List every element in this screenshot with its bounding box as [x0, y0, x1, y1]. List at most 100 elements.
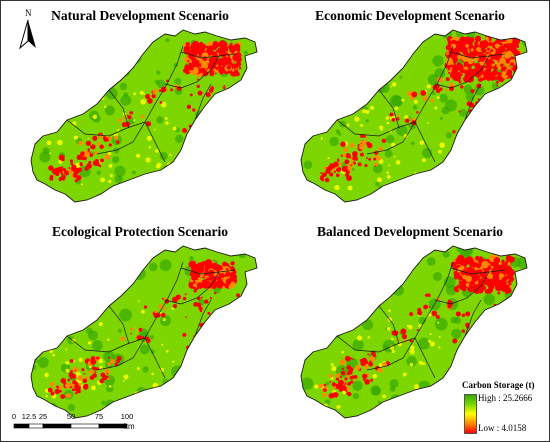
low-carbon-patch	[369, 105, 374, 110]
district-boundary	[66, 335, 146, 353]
scale-unit: km	[124, 422, 135, 431]
urban-cell	[204, 345, 209, 350]
panel-title: Economic Development Scenario	[315, 8, 505, 23]
low-carbon-patch	[172, 126, 177, 131]
urban-cell	[71, 388, 75, 392]
low-carbon-patch	[137, 180, 143, 187]
low-carbon-patch	[391, 82, 397, 87]
legend-low-label: Low : 4.0158	[478, 423, 527, 433]
urban-cell	[338, 379, 344, 386]
low-carbon-patch	[161, 343, 164, 346]
urban-cell	[164, 297, 167, 300]
low-carbon-patch	[75, 162, 81, 168]
urban-cell	[446, 49, 449, 52]
urban-cell	[215, 96, 220, 101]
forest-patch	[206, 344, 212, 350]
forest-patch	[431, 91, 436, 96]
forest-patch	[165, 38, 170, 43]
urban-cell	[505, 73, 509, 76]
forest-patch	[235, 350, 244, 359]
scale-segment	[13, 423, 30, 429]
urban-cell	[49, 176, 54, 181]
urban-cell	[464, 73, 469, 78]
urban-cell	[347, 381, 352, 386]
urban-cell	[360, 134, 364, 138]
forest-patch	[66, 41, 76, 51]
forest-patch	[254, 61, 257, 66]
low-carbon-patch	[172, 360, 175, 363]
urban-cell	[447, 299, 452, 304]
urban-cell	[360, 152, 364, 157]
urban-cell	[506, 69, 513, 76]
urban-cell	[100, 158, 104, 163]
forest-patch	[119, 48, 128, 57]
low-carbon-patch	[108, 163, 113, 168]
urban-cell	[47, 387, 53, 393]
forest-patch	[500, 108, 510, 118]
low-carbon-patch	[431, 184, 436, 189]
region-map	[30, 245, 258, 419]
urban-cell	[400, 328, 407, 335]
urban-cell	[487, 290, 492, 294]
forest-patch	[369, 44, 382, 57]
urban-cell	[238, 73, 240, 75]
urban-cell	[492, 319, 497, 324]
urban-cell	[212, 282, 217, 287]
urban-cell	[340, 370, 346, 376]
district-boundary	[450, 51, 506, 59]
low-carbon-patch	[81, 99, 86, 104]
urban-cell	[321, 392, 327, 398]
low-carbon-patch	[324, 306, 328, 310]
urban-cell	[420, 90, 427, 96]
forest-patch	[120, 94, 132, 106]
low-carbon-patch	[361, 109, 367, 114]
urban-cell	[184, 293, 187, 296]
low-carbon-patch	[391, 337, 394, 341]
forest-patch	[148, 262, 158, 272]
forest-patch	[139, 344, 150, 355]
low-carbon-patch	[354, 116, 360, 122]
urban-cell	[370, 378, 374, 382]
low-carbon-patch	[413, 407, 417, 411]
forest-patch	[497, 246, 505, 253]
low-carbon-patch	[46, 140, 52, 146]
urban-cell	[186, 104, 192, 110]
forest-patch	[31, 310, 40, 322]
forest-patch	[362, 319, 374, 331]
urban-cell	[219, 114, 222, 117]
forest-patch	[327, 54, 335, 62]
low-carbon-patch	[422, 158, 426, 163]
low-carbon-patch	[87, 341, 92, 345]
urban-cell	[495, 62, 501, 68]
forest-patch	[62, 319, 70, 327]
low-carbon-patch	[312, 298, 318, 304]
low-carbon-patch	[409, 349, 415, 355]
urban-cell	[471, 50, 478, 57]
low-carbon-patch	[320, 137, 323, 140]
forest-patch	[483, 293, 495, 306]
urban-cell	[209, 297, 213, 300]
map-panel-natural: Natural Development Scenario	[5, 2, 275, 217]
urban-cell	[491, 69, 498, 76]
urban-cell	[74, 369, 77, 372]
forest-patch	[213, 154, 225, 166]
low-carbon-patch	[165, 121, 169, 125]
urban-cell	[463, 69, 468, 74]
urban-cell	[461, 40, 467, 45]
forest-patch	[333, 322, 342, 331]
low-carbon-patch	[108, 385, 112, 388]
urban-cell	[120, 336, 125, 342]
urban-cell	[344, 355, 351, 362]
urban-cell	[218, 66, 226, 74]
urban-cell	[490, 49, 494, 52]
urban-cell	[499, 57, 506, 65]
urban-cell	[489, 339, 495, 345]
urban-cell	[485, 36, 489, 40]
urban-cell	[196, 121, 202, 126]
urban-cell	[234, 89, 237, 92]
forest-patch	[211, 172, 221, 182]
forest-patch	[225, 370, 231, 376]
region-map	[300, 29, 528, 203]
forest-patch	[426, 257, 436, 266]
forest-patch	[392, 284, 405, 296]
